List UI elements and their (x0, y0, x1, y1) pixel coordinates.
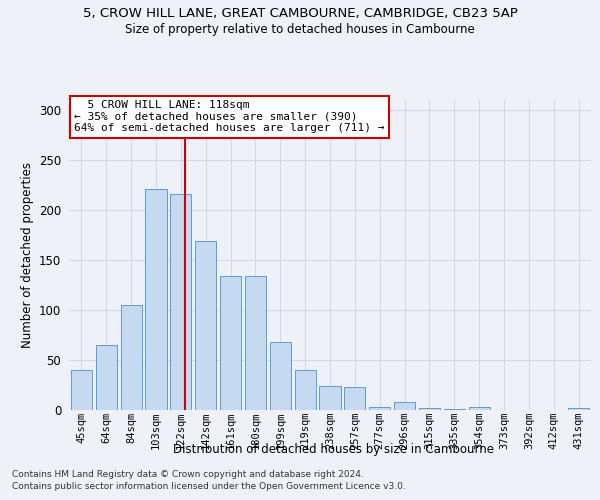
Bar (145, 189, 167, 410)
Bar (419, 408, 440, 410)
Text: Contains public sector information licensed under the Open Government Licence v3: Contains public sector information licen… (12, 482, 406, 491)
Bar (220, 276, 241, 410)
Bar (96, 345, 117, 410)
Text: Contains HM Land Registry data © Crown copyright and database right 2024.: Contains HM Land Registry data © Crown c… (12, 470, 364, 479)
Bar (394, 402, 415, 410)
Bar (71, 370, 92, 410)
Bar (344, 387, 365, 410)
Text: Size of property relative to detached houses in Cambourne: Size of property relative to detached ho… (125, 22, 475, 36)
Bar (295, 370, 316, 410)
Text: 5 CROW HILL LANE: 118sqm
← 35% of detached houses are smaller (390)
64% of semi-: 5 CROW HILL LANE: 118sqm ← 35% of detach… (74, 100, 385, 133)
Bar (245, 276, 266, 410)
Bar (270, 342, 291, 410)
Bar (170, 194, 191, 410)
Y-axis label: Number of detached properties: Number of detached properties (20, 162, 34, 348)
Bar (195, 241, 216, 410)
Text: 5, CROW HILL LANE, GREAT CAMBOURNE, CAMBRIDGE, CB23 5AP: 5, CROW HILL LANE, GREAT CAMBOURNE, CAMB… (83, 8, 517, 20)
Text: Distribution of detached houses by size in Cambourne: Distribution of detached houses by size … (173, 442, 494, 456)
Bar (121, 305, 142, 410)
Bar (444, 409, 465, 410)
Bar (568, 408, 589, 410)
Bar (469, 407, 490, 410)
Bar (319, 386, 341, 410)
Bar (369, 407, 390, 410)
